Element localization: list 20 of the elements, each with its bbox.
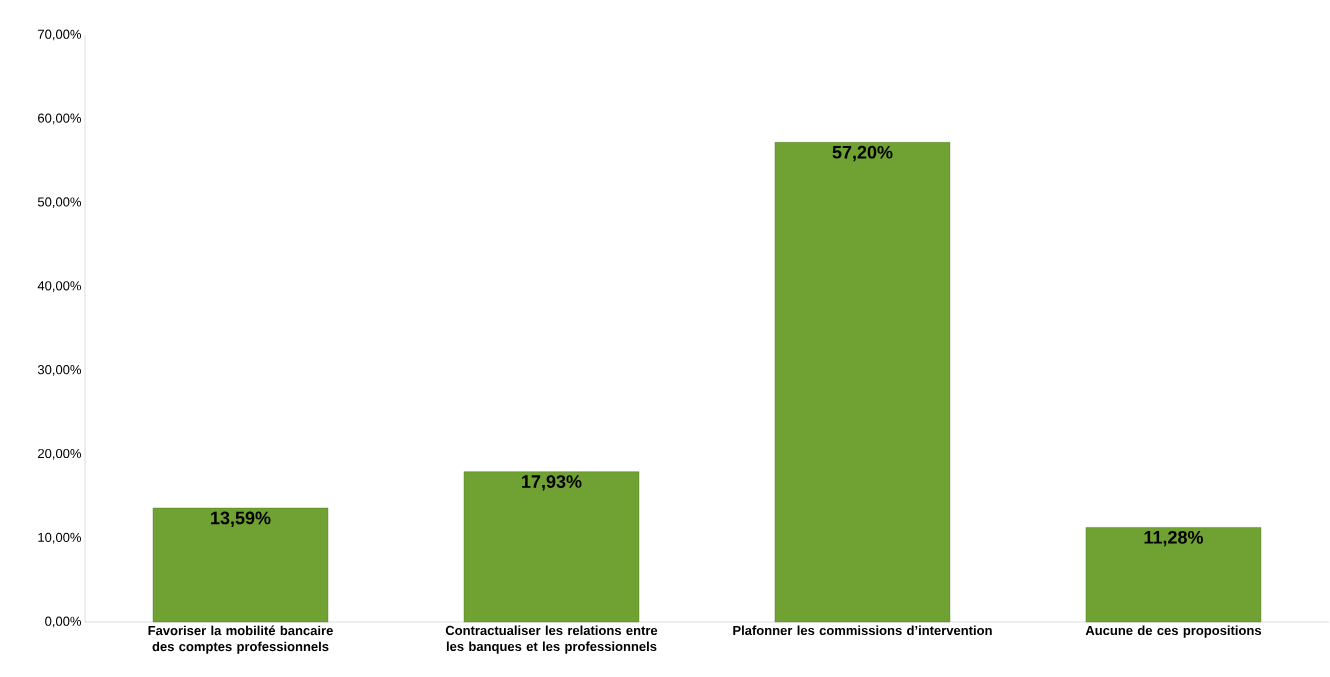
- y-tick-label: 60,00%: [38, 113, 82, 125]
- data-label: 57,20%: [832, 145, 893, 162]
- bar: [774, 142, 951, 623]
- data-label: 11,28%: [1144, 530, 1204, 547]
- x-tick-label: Plafonner les commissions d’intervention: [733, 625, 992, 636]
- x-tick-label: Aucune de ces propositions: [1085, 625, 1262, 638]
- data-label: 13,59%: [211, 511, 271, 527]
- y-tick-label: 30,00%: [37, 365, 82, 376]
- x-tick-label: Contractualiser les relations entre les banques et les professionnels: [445, 625, 658, 654]
- bar: [463, 471, 640, 623]
- y-tick-label: 10,00%: [38, 532, 82, 544]
- bar: [152, 507, 329, 623]
- x-tick-label: Favoriser la mobilité bancaire des comptes professionnels: [148, 625, 333, 654]
- bar: [1085, 527, 1262, 623]
- y-tick-label: 40,00%: [37, 281, 82, 292]
- y-tick-label: 20,00%: [38, 448, 82, 460]
- y-tick-label: 50,00%: [37, 197, 82, 209]
- y-tick-label: 0,00%: [45, 616, 82, 628]
- y-tick-label: 70,00%: [38, 29, 82, 41]
- data-label: 17,93%: [522, 475, 582, 491]
